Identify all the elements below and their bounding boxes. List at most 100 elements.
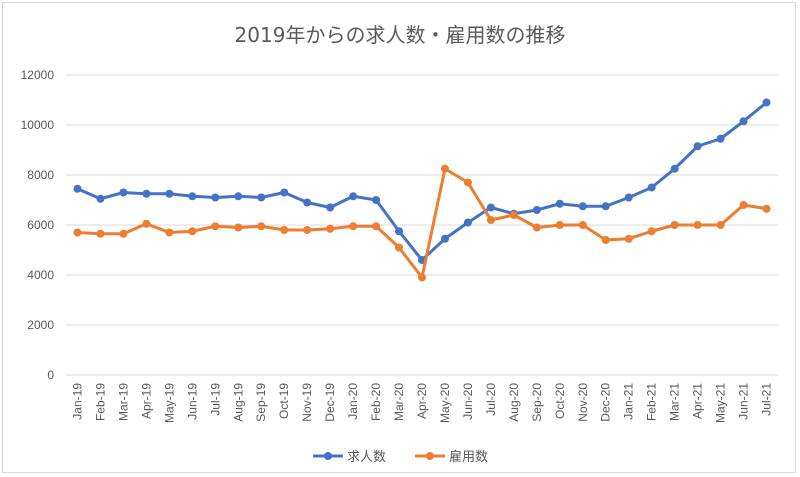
- data-point: [486, 216, 495, 224]
- legend-item-2: 雇用数: [415, 449, 488, 465]
- series-group: [73, 98, 771, 282]
- x-tick-label: May-20: [438, 383, 452, 423]
- x-tick-label: Aug-20: [507, 383, 521, 422]
- x-tick-label: Jun-19: [185, 383, 199, 420]
- x-tick-label: Jul-19: [208, 383, 222, 416]
- data-point: [395, 243, 404, 252]
- x-tick-label: Jul-21: [760, 383, 774, 416]
- data-point: [532, 223, 541, 232]
- x-tick-label: Dec-19: [323, 383, 337, 422]
- data-point: [372, 222, 381, 231]
- y-tick-label: 8000: [27, 168, 54, 182]
- x-tick-label: Aug-19: [231, 383, 245, 422]
- data-point: [119, 188, 128, 197]
- data-point: [234, 192, 243, 201]
- x-tick-label: Mar-19: [116, 383, 130, 421]
- data-point: [211, 222, 220, 231]
- x-tick-label: Apr-20: [415, 383, 429, 419]
- data-point: [555, 221, 564, 229]
- x-tick-label: Jul-20: [484, 383, 498, 416]
- y-tick-label: 0: [47, 368, 54, 382]
- data-point: [119, 229, 128, 238]
- x-tick-label: May-19: [162, 383, 176, 423]
- data-point: [739, 117, 748, 126]
- data-point: [555, 199, 564, 208]
- data-point: [280, 188, 289, 197]
- legend-swatch-marker: [324, 452, 332, 460]
- x-tick-label: Oct-19: [277, 383, 291, 419]
- data-point: [96, 194, 105, 203]
- data-point: [303, 226, 312, 234]
- series-line: [75, 101, 769, 262]
- series-2: [73, 164, 771, 282]
- x-tick-label: May-21: [714, 383, 728, 423]
- data-point: [440, 234, 449, 243]
- data-point: [372, 196, 381, 204]
- data-point: [73, 228, 82, 237]
- x-tick-label: Feb-20: [369, 383, 383, 421]
- x-tick-label: Jan-20: [346, 383, 360, 420]
- data-point: [349, 222, 358, 231]
- data-point: [739, 201, 748, 209]
- legend-label: 雇用数: [449, 449, 488, 465]
- y-axis-ticks: 0 2000 4000 6000 8000 10000 12000: [21, 68, 55, 382]
- data-point: [670, 164, 679, 173]
- data-point: [601, 236, 610, 244]
- data-point: [326, 224, 335, 233]
- data-point: [578, 202, 587, 211]
- chart-title: 2019年からの求人数・雇用数の推移: [235, 23, 566, 47]
- data-point: [486, 203, 495, 212]
- x-tick-label: Feb-19: [93, 383, 107, 421]
- data-point: [693, 142, 702, 151]
- x-tick-label: Dec-20: [599, 383, 613, 422]
- data-point: [395, 227, 404, 236]
- data-point: [165, 228, 174, 237]
- x-axis-ticks: Jan-19 Feb-19 Mar-19 Apr-19 May-19 Jun-19 Jul-…: [70, 383, 773, 423]
- x-tick-label: Apr-21: [691, 383, 705, 419]
- x-tick-label: Jan-21: [622, 383, 636, 420]
- data-point: [509, 211, 518, 219]
- y-tick-label: 12000: [21, 68, 55, 82]
- data-point: [257, 193, 266, 202]
- data-point: [440, 164, 449, 173]
- legend: 求人数 雇用数: [313, 449, 488, 465]
- data-point: [96, 229, 105, 238]
- data-point: [188, 192, 197, 201]
- data-point: [532, 206, 541, 214]
- data-point: [188, 227, 197, 236]
- x-tick-label: Mar-20: [392, 383, 406, 421]
- data-point: [257, 222, 266, 231]
- data-point: [165, 189, 174, 198]
- data-point: [326, 203, 335, 212]
- y-tick-label: 2000: [27, 318, 54, 332]
- data-point: [73, 184, 82, 193]
- data-point: [647, 227, 656, 236]
- data-point: [349, 192, 358, 201]
- series-1: [73, 98, 771, 264]
- data-point: [234, 223, 243, 232]
- x-tick-label: Nov-20: [576, 383, 590, 422]
- gridlines: [66, 74, 778, 376]
- data-point: [716, 221, 725, 229]
- data-point: [463, 218, 472, 227]
- data-point: [418, 273, 426, 282]
- legend-swatch-marker: [426, 452, 434, 460]
- x-tick-label: Feb-21: [645, 383, 659, 421]
- legend-item-1: 求人数: [313, 450, 386, 465]
- x-tick-label: Jan-19: [70, 383, 84, 420]
- data-point: [463, 178, 472, 187]
- data-point: [303, 198, 312, 207]
- y-tick-label: 4000: [27, 268, 54, 282]
- x-tick-label: Apr-19: [139, 383, 153, 419]
- data-point: [693, 221, 702, 229]
- data-point: [142, 189, 151, 198]
- data-point: [716, 134, 725, 143]
- data-point: [280, 226, 289, 234]
- y-tick-label: 6000: [27, 218, 54, 232]
- data-point: [578, 221, 587, 229]
- x-tick-label: Oct-20: [553, 383, 567, 419]
- x-tick-label: Nov-19: [300, 383, 314, 422]
- data-point: [142, 219, 151, 228]
